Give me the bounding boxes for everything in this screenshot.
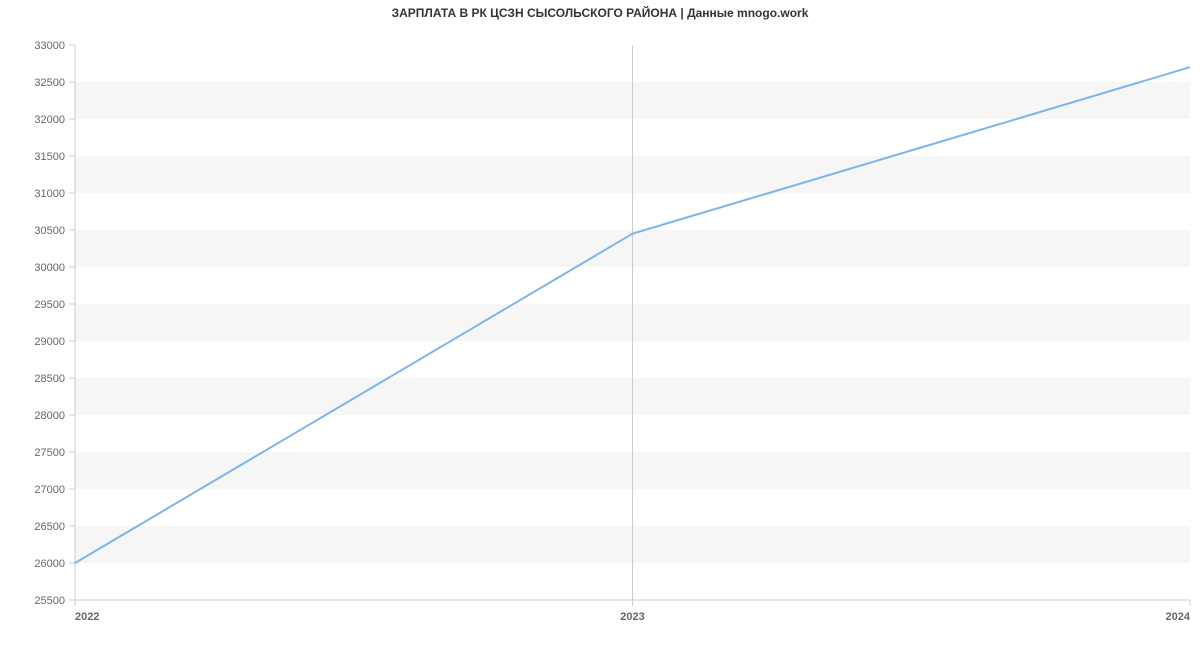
y-tick-label: 29500 bbox=[34, 299, 65, 311]
y-tick-label: 25500 bbox=[34, 595, 65, 607]
y-tick-label: 33000 bbox=[34, 40, 65, 52]
y-tick-label: 28000 bbox=[34, 410, 65, 422]
x-tick-label: 2024 bbox=[1166, 611, 1191, 623]
y-tick-label: 32000 bbox=[34, 114, 65, 126]
y-tick-label: 27500 bbox=[34, 447, 65, 459]
chart-title: ЗАРПЛАТА В РК ЦСЗН СЫСОЛЬСКОГО РАЙОНА | … bbox=[0, 6, 1200, 20]
line-chart: ЗАРПЛАТА В РК ЦСЗН СЫСОЛЬСКОГО РАЙОНА | … bbox=[0, 0, 1200, 650]
y-tick-label: 31000 bbox=[34, 188, 65, 200]
y-tick-label: 29000 bbox=[34, 336, 65, 348]
y-tick-label: 30000 bbox=[34, 262, 65, 274]
y-tick-label: 30500 bbox=[34, 225, 65, 237]
x-tick-label: 2022 bbox=[75, 611, 99, 623]
y-tick-label: 26500 bbox=[34, 521, 65, 533]
x-tick-label: 2023 bbox=[620, 611, 644, 623]
y-tick-label: 32500 bbox=[34, 77, 65, 89]
y-tick-label: 28500 bbox=[34, 373, 65, 385]
chart-svg: 25500 26000 26500 27000 27500 28000 28500 29000… bbox=[0, 0, 1200, 650]
y-tick-label: 26000 bbox=[34, 558, 65, 570]
y-tick-label: 27000 bbox=[34, 484, 65, 496]
y-tick-label: 31500 bbox=[34, 151, 65, 163]
